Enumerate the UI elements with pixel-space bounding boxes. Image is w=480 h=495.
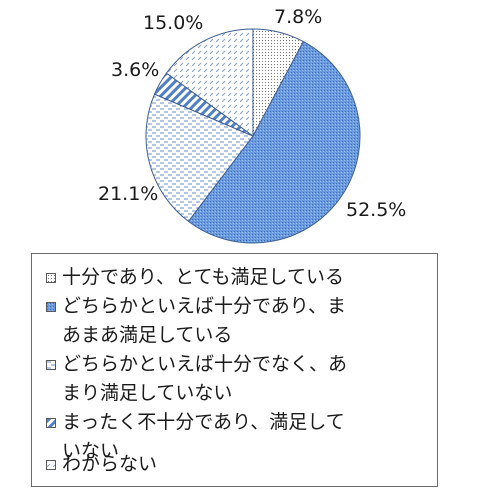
chart-legend: 十分であり、とても満足している どちらかといえば十分であり、ま あまあ満足してい… — [31, 253, 438, 487]
pie-slice — [145, 93, 254, 223]
pie-chart: 7.8% 52.5% 21.1% 3.6% 15.0% — [98, 6, 406, 244]
data-label: 52.5% — [346, 199, 406, 221]
legend-label: まったく不十分であり、満足して いない — [62, 411, 345, 462]
legend-swatch-fill — [47, 361, 55, 369]
legend-swatch — [46, 418, 56, 428]
legend-label: どちらかといえば十分であり、ま あまあ満足している — [62, 295, 347, 346]
legend-swatch — [46, 273, 56, 283]
data-label: 3.6% — [111, 59, 159, 81]
pie-slice — [187, 40, 361, 244]
legend-swatch-fill — [47, 419, 55, 427]
pie-slice — [165, 28, 254, 137]
legend-label: どちらかといえば十分でなく、あ まり満足していない — [62, 353, 348, 404]
legend-label: 十分であり、とても満足している — [62, 266, 344, 288]
data-label: 15.0% — [143, 12, 203, 34]
legend-label: わからない — [62, 453, 158, 475]
data-label: 21.1% — [98, 183, 158, 205]
legend-swatch — [46, 302, 56, 312]
legend-swatch — [46, 360, 56, 370]
legend-swatch — [46, 460, 56, 470]
legend-swatch-fill — [47, 274, 55, 282]
legend-swatch-fill — [47, 303, 55, 311]
data-label: 7.8% — [274, 6, 322, 28]
legend-swatch-fill — [47, 461, 55, 469]
